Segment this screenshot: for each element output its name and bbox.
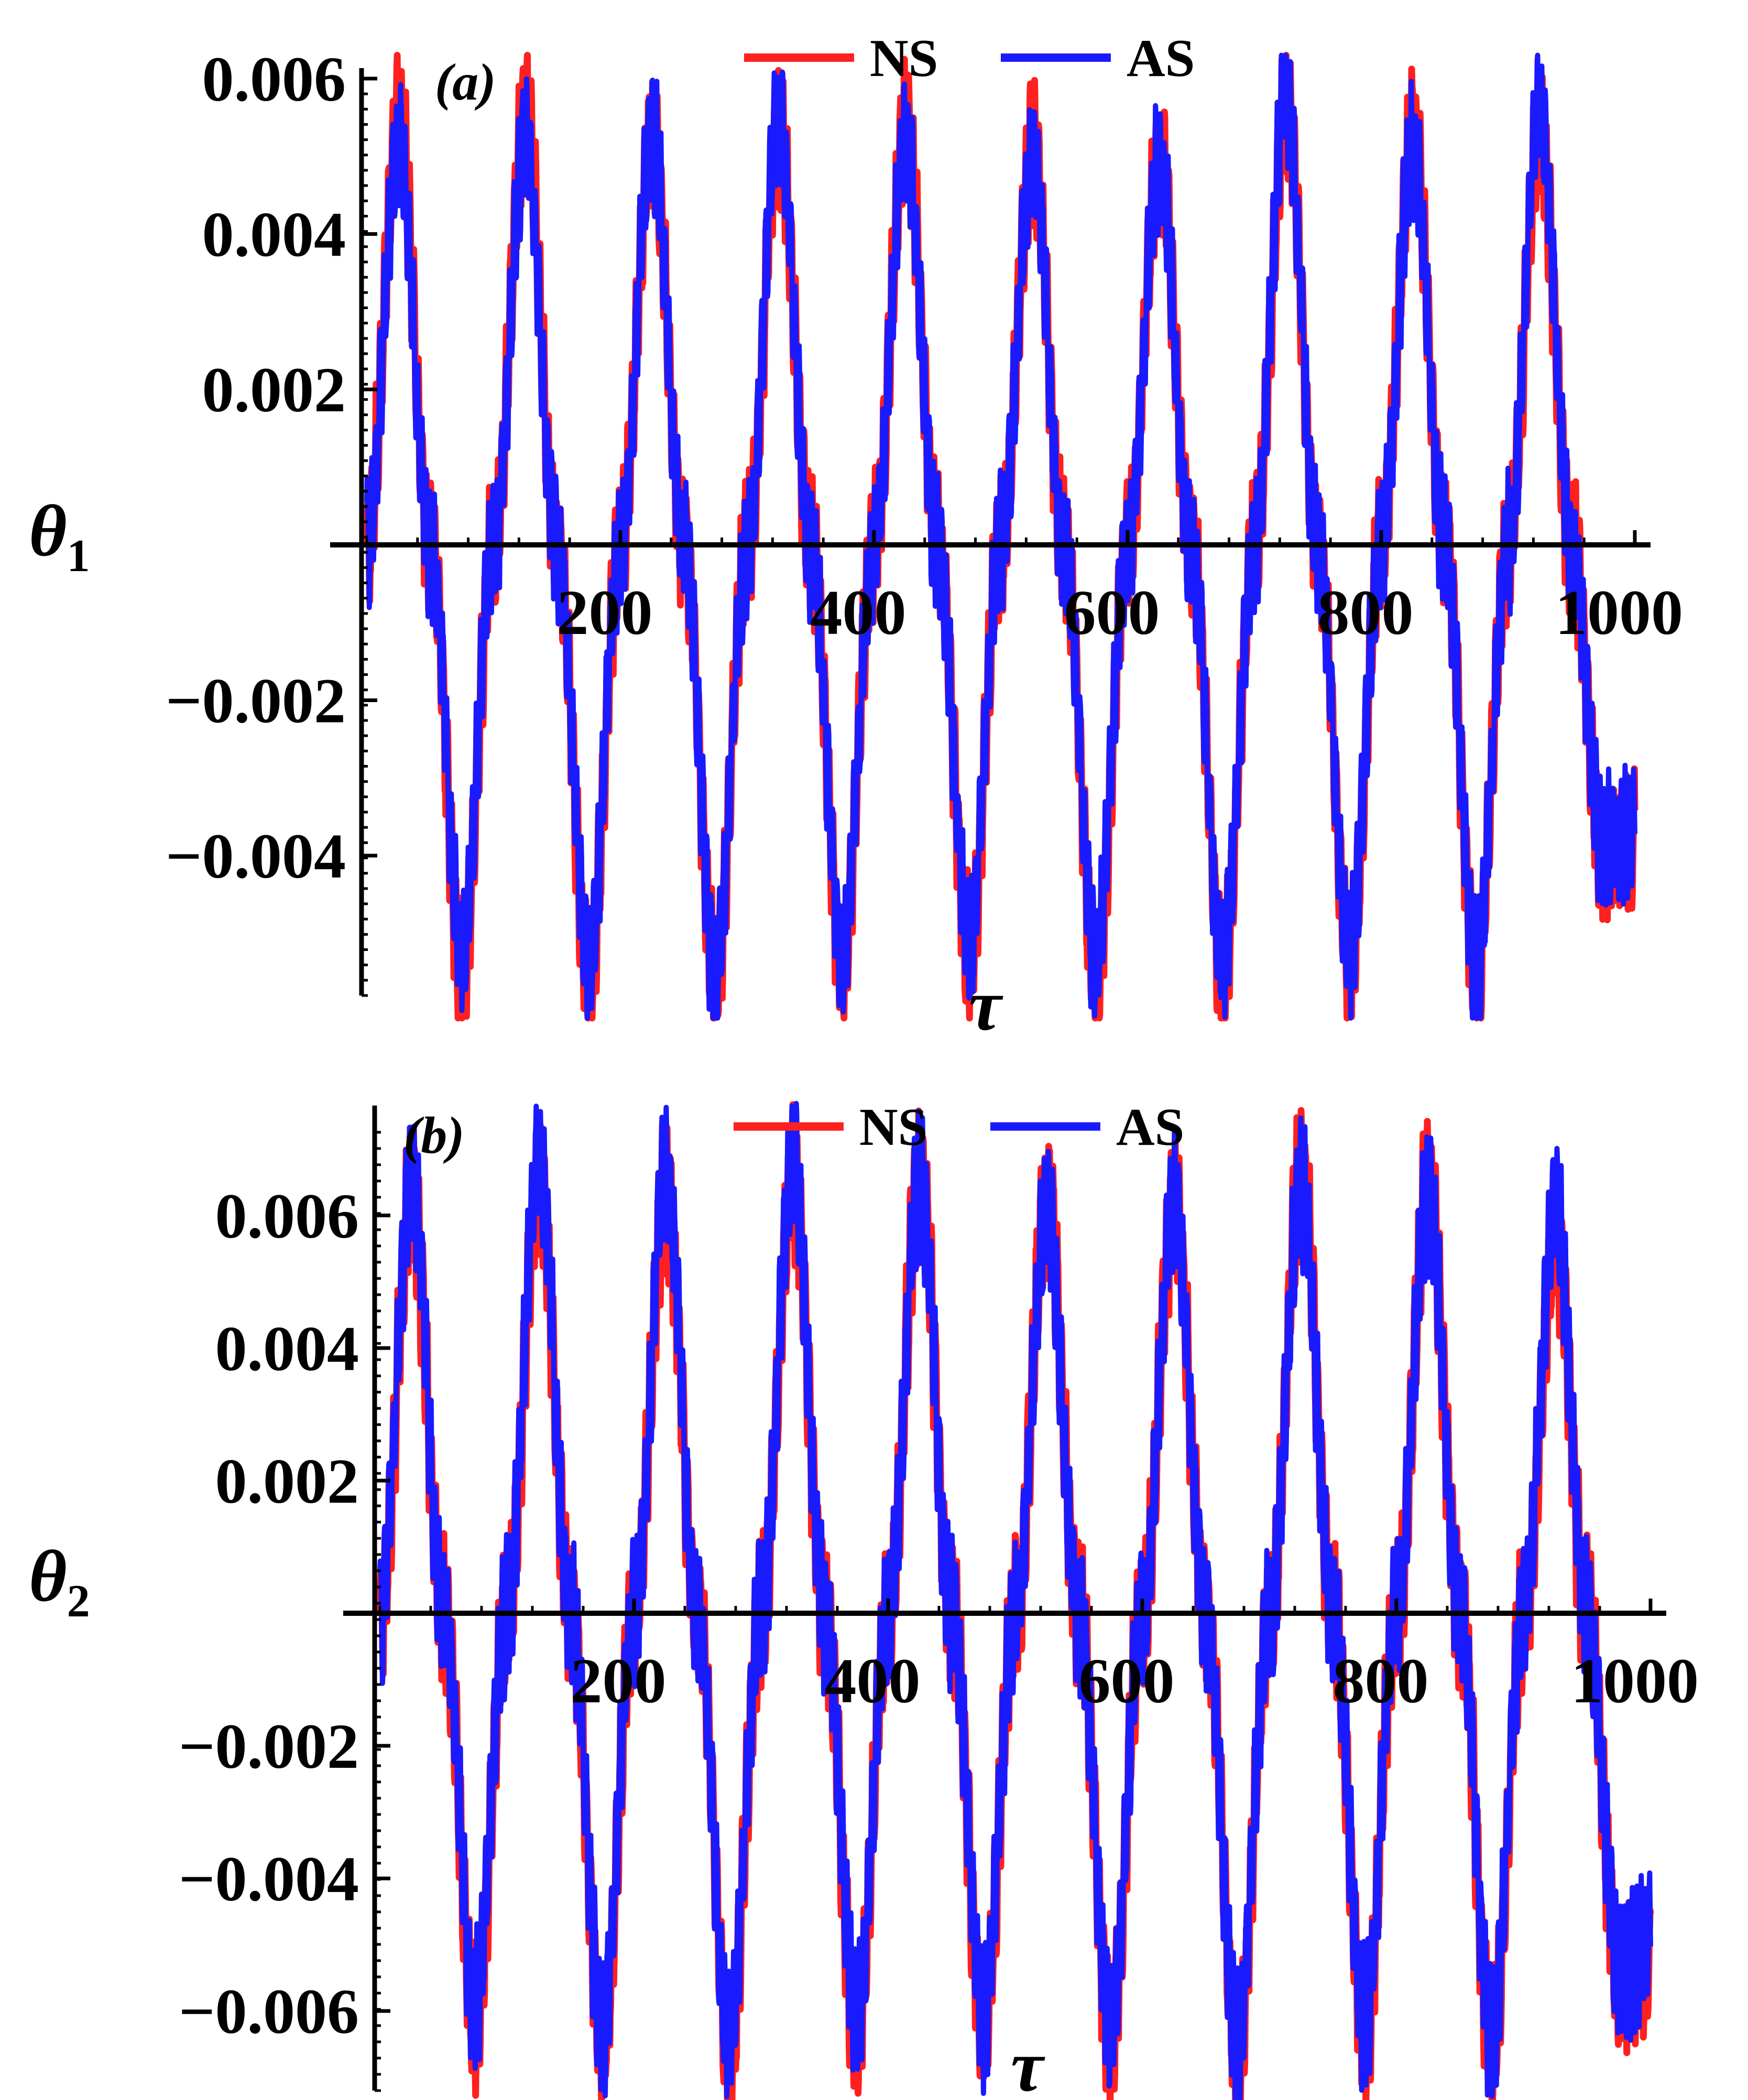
- x-tick-label: 800: [1318, 577, 1414, 648]
- legend-label: AS: [1116, 1098, 1184, 1157]
- y-tick-label: −0.004: [166, 821, 346, 892]
- chart-panel-a: 0.006 0.004 0.002 −0.002 −0.004 200 400 600 800…: [29, 29, 1683, 1046]
- x-axis-group: 200 400 600 800 1000: [343, 1598, 1699, 1716]
- y-tick-label: 0.006: [215, 1181, 359, 1252]
- x-tick-label: 200: [571, 1646, 667, 1716]
- legend-group: NS AS: [744, 29, 1195, 88]
- labels-group: (b) θ2 τ: [29, 1106, 1045, 2100]
- y-tick-label: 0.004: [215, 1314, 359, 1384]
- x-tick-label: 800: [1333, 1646, 1429, 1716]
- y-tick-label: 0.006: [202, 44, 346, 115]
- x-tick-label: 400: [811, 577, 906, 648]
- y-axis-label: θ1: [29, 490, 90, 582]
- y-tick-label: 0.002: [202, 355, 346, 425]
- y-axis-group: 0.006 0.004 0.002 −0.002 −0.004 −0.006: [179, 1106, 390, 2092]
- x-axis-label: τ: [1011, 2026, 1045, 2100]
- chart-panel-b: 0.006 0.004 0.002 −0.002 −0.004 −0.006 200 400…: [29, 1098, 1699, 2100]
- x-tick-label: 600: [1079, 1646, 1175, 1716]
- legend-label: NS: [859, 1098, 927, 1157]
- y-tick-label: −0.004: [179, 1844, 359, 1915]
- as-series-line: [364, 52, 1637, 1021]
- x-axis-label: τ: [969, 965, 1003, 1046]
- y-tick-label: −0.006: [179, 1976, 359, 2047]
- x-tick-label: 1000: [1555, 577, 1683, 648]
- x-tick-label: 1000: [1571, 1646, 1699, 1716]
- as-series-line: [377, 1101, 1653, 2100]
- y-tick-label: −0.002: [166, 665, 346, 736]
- as-series-group: [364, 52, 1637, 1021]
- panel-label: (b): [403, 1106, 465, 1164]
- as-series-group: [377, 1101, 1653, 2100]
- panel-label: (a): [435, 53, 496, 111]
- y-tick-label: −0.002: [179, 1711, 359, 1782]
- legend-group: NS AS: [734, 1098, 1184, 1157]
- y-axis-label-subscript: 2: [67, 1576, 90, 1627]
- x-tick-label: 400: [825, 1646, 921, 1716]
- legend-label: AS: [1127, 29, 1195, 88]
- y-axis-label: θ2: [29, 1536, 90, 1627]
- x-tick-label: 200: [557, 577, 653, 648]
- y-axis-group: 0.006 0.004 0.002 −0.002 −0.004: [166, 44, 377, 997]
- y-tick-label: 0.004: [202, 200, 346, 270]
- x-axis-group: 200 400 600 800 1000: [330, 530, 1683, 648]
- y-tick-label: 0.002: [215, 1446, 359, 1517]
- legend-label: NS: [870, 29, 938, 88]
- x-tick-label: 600: [1064, 577, 1160, 648]
- y-axis-label-subscript: 1: [67, 531, 90, 582]
